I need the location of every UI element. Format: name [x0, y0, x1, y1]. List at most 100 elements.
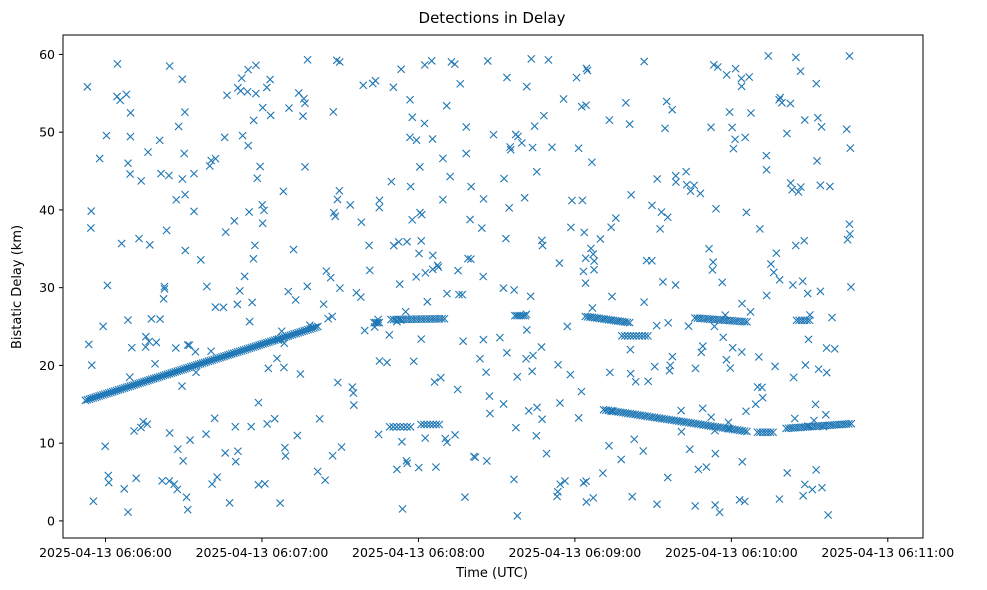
- data-point: [702, 463, 711, 472]
- data-point: [245, 317, 254, 326]
- data-point: [663, 473, 672, 482]
- data-point: [786, 179, 795, 187]
- data-point: [586, 244, 595, 253]
- data-point: [329, 107, 338, 116]
- data-point: [638, 331, 647, 340]
- data-point: [152, 338, 161, 347]
- data-point: [274, 336, 283, 345]
- data-point: [819, 422, 828, 431]
- data-point: [173, 485, 182, 494]
- data-point: [729, 144, 738, 153]
- data-point: [245, 208, 254, 217]
- data-point: [181, 246, 190, 255]
- data-point: [775, 95, 784, 104]
- data-point: [477, 224, 486, 233]
- data-point: [530, 122, 539, 131]
- data-point: [719, 333, 728, 342]
- data-point: [208, 480, 217, 489]
- data-point: [395, 280, 404, 289]
- x-tick-label: 2025-04-13 06:06:00: [39, 545, 172, 560]
- data-point: [691, 501, 700, 510]
- data-point: [502, 73, 511, 82]
- data-point: [589, 250, 598, 259]
- data-point: [766, 428, 775, 437]
- data-point: [258, 219, 267, 228]
- data-point: [207, 347, 216, 356]
- data-point: [273, 354, 281, 363]
- data-point: [179, 456, 188, 465]
- data-point: [822, 344, 831, 353]
- x-tick-label: 2025-04-13 06:11:00: [821, 545, 954, 560]
- data-point: [617, 455, 626, 464]
- data-point: [87, 361, 96, 370]
- data-point: [450, 60, 459, 69]
- data-point: [528, 367, 537, 376]
- data-point: [117, 239, 126, 248]
- data-point: [84, 340, 93, 349]
- data-point: [389, 83, 398, 92]
- data-point: [417, 420, 426, 429]
- data-point: [86, 223, 95, 232]
- data-point: [409, 357, 418, 366]
- data-point: [652, 321, 661, 330]
- data-point: [328, 451, 337, 460]
- data-point: [751, 400, 760, 409]
- data-point: [808, 485, 817, 494]
- data-point: [728, 123, 737, 132]
- data-point: [143, 420, 152, 429]
- data-point: [431, 463, 440, 472]
- data-point: [590, 257, 599, 266]
- data-point: [243, 87, 252, 96]
- data-point: [542, 449, 551, 458]
- data-point: [211, 303, 220, 312]
- data-point: [348, 383, 357, 392]
- data-point: [276, 499, 285, 508]
- data-point: [235, 286, 244, 295]
- data-point: [555, 398, 564, 407]
- data-point: [828, 313, 836, 322]
- data-point: [230, 216, 239, 225]
- data-point: [824, 511, 833, 520]
- data-point: [451, 430, 460, 439]
- data-point: [505, 203, 514, 212]
- data-point: [349, 401, 358, 410]
- plot-area-frame: [62, 34, 924, 539]
- data-point: [626, 331, 635, 340]
- data-point: [370, 322, 379, 331]
- data-point: [162, 226, 171, 235]
- data-point: [737, 82, 746, 91]
- data-point: [313, 322, 322, 331]
- data-point: [844, 419, 853, 428]
- y-tick-label: 0: [47, 513, 55, 528]
- data-point: [740, 427, 749, 436]
- x-axis-label: Time (UTC): [455, 566, 528, 581]
- data-point: [296, 370, 305, 378]
- data-point: [742, 427, 751, 436]
- data-point: [812, 465, 821, 474]
- data-point: [233, 300, 242, 309]
- y-tick-label: 60: [39, 47, 55, 62]
- data-point: [300, 99, 309, 108]
- data-point: [406, 182, 415, 191]
- data-point: [728, 343, 737, 352]
- data-point: [466, 255, 475, 264]
- x-tick-label: 2025-04-13 06:09:00: [508, 545, 641, 560]
- data-point: [406, 422, 415, 431]
- data-point: [572, 73, 581, 82]
- data-point: [788, 281, 797, 289]
- data-point: [643, 331, 652, 340]
- data-point: [333, 378, 342, 387]
- data-point: [403, 422, 412, 431]
- data-point: [635, 331, 644, 340]
- data-point: [181, 190, 190, 199]
- data-point: [244, 65, 253, 74]
- data-point: [183, 505, 192, 514]
- data-point: [244, 141, 253, 150]
- data-point: [332, 56, 341, 65]
- data-point: [428, 134, 437, 143]
- data-point: [414, 463, 423, 472]
- data-point: [608, 406, 616, 415]
- x-tick-label: 2025-04-13 06:08:00: [352, 545, 485, 560]
- data-point: [520, 193, 529, 202]
